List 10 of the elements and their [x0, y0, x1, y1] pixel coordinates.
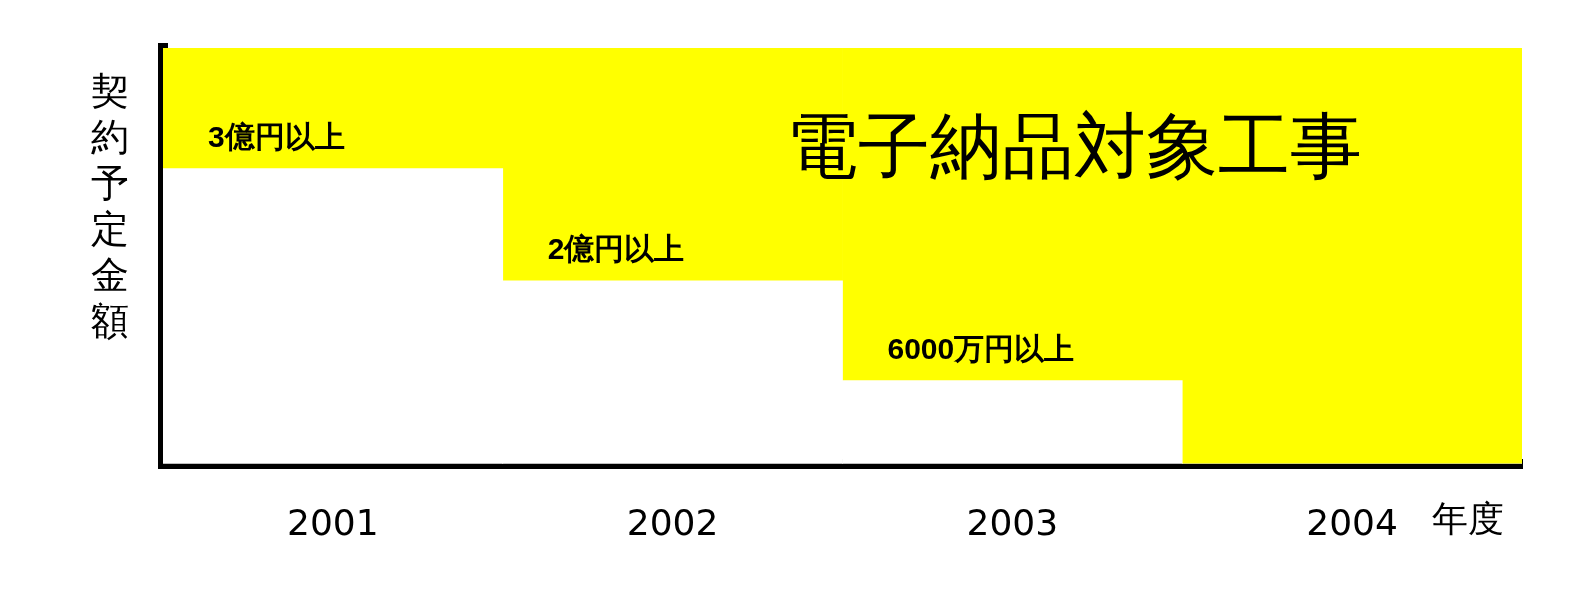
x-tick-label: 2001	[287, 501, 379, 543]
series-label: 電子納品対象工事	[785, 103, 1362, 188]
y-axis-title: 契約予定金額	[90, 68, 130, 344]
x-tick-label: 2003	[966, 501, 1059, 543]
annotation: 2億円以上	[547, 232, 685, 266]
x-tick-label: 2002	[626, 501, 719, 543]
annotation: 3億円以上	[208, 119, 345, 153]
x-axis-title: 年度	[1432, 498, 1505, 540]
annotation: 6000万円以上	[887, 331, 1075, 365]
x-tick-label: 2004	[1306, 501, 1398, 543]
